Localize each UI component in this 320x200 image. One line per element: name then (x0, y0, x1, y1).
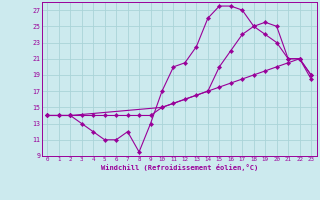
X-axis label: Windchill (Refroidissement éolien,°C): Windchill (Refroidissement éolien,°C) (100, 164, 258, 171)
